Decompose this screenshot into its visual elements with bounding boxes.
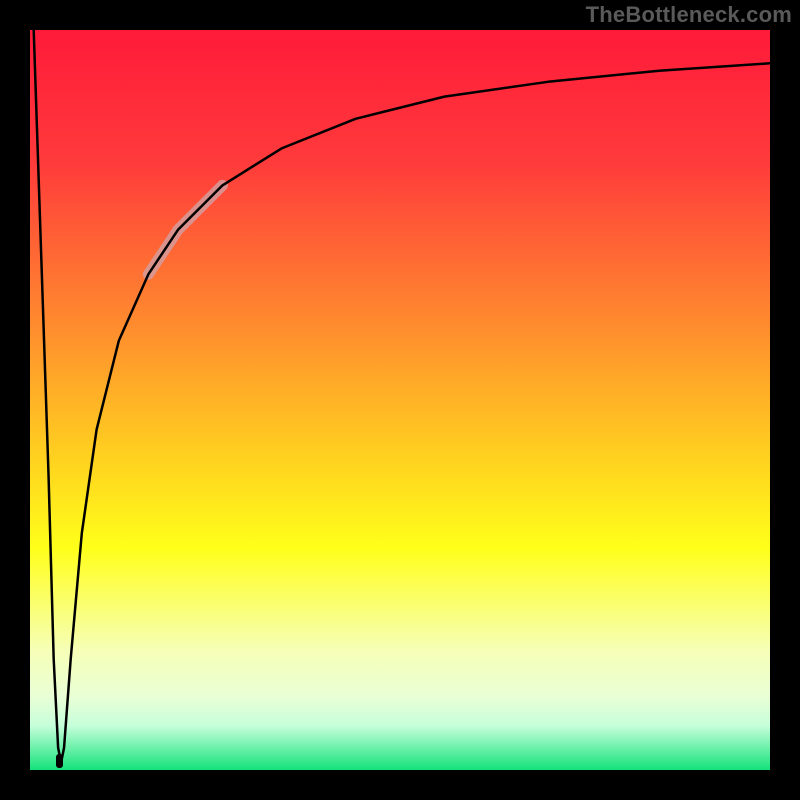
- bottleneck-curve: [34, 30, 770, 763]
- watermark-text: TheBottleneck.com: [586, 2, 792, 28]
- plot-area: [30, 30, 770, 770]
- highlight-segment: [148, 185, 222, 274]
- dip-marker: [56, 754, 63, 768]
- chart-root: TheBottleneck.com: [0, 0, 800, 800]
- curve-layer: [30, 30, 770, 770]
